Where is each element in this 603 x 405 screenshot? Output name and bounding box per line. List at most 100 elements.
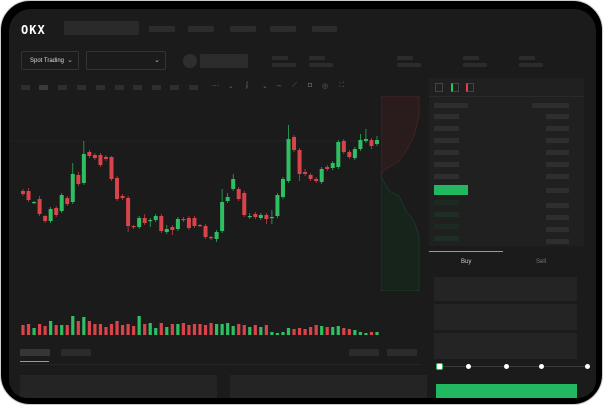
slider-stop-75[interactable] bbox=[539, 364, 544, 369]
active-tab-indicator bbox=[20, 361, 49, 362]
tab-order-history[interactable] bbox=[61, 349, 91, 356]
volume-bar bbox=[76, 321, 80, 335]
orders-panel-left bbox=[20, 375, 217, 398]
price-display bbox=[200, 54, 248, 68]
chevron-down-icon: ⌄ bbox=[67, 57, 73, 64]
volume-bar bbox=[137, 316, 141, 335]
slider-stop-25[interactable] bbox=[466, 364, 471, 369]
filter-button[interactable] bbox=[387, 349, 417, 356]
amount-input[interactable] bbox=[434, 304, 577, 330]
volume-bar bbox=[148, 323, 152, 335]
tab-buy[interactable]: Buy bbox=[461, 259, 472, 265]
candle-body bbox=[153, 216, 158, 220]
fullscreen-icon[interactable]: ⛶ bbox=[339, 82, 344, 89]
ruler-icon[interactable]: ⟋ bbox=[292, 82, 297, 89]
candle-body bbox=[92, 155, 97, 158]
volume-bar bbox=[314, 325, 318, 335]
candle-body bbox=[48, 209, 53, 221]
timeframe-button[interactable] bbox=[96, 85, 105, 90]
chevron-down-icon[interactable]: ⌄ bbox=[262, 83, 268, 90]
candlestick-chart[interactable] bbox=[9, 96, 381, 346]
chart-type-icon[interactable]: ⋯ bbox=[212, 83, 219, 90]
candle-body bbox=[54, 208, 59, 215]
chevron-down-icon[interactable]: ⌄ bbox=[228, 83, 234, 90]
volume-bar bbox=[242, 325, 246, 335]
indicator-icon[interactable]: ʄ bbox=[246, 82, 248, 89]
tab-open-orders[interactable] bbox=[20, 349, 50, 356]
amount-slider-track[interactable] bbox=[439, 366, 589, 367]
filter-button[interactable] bbox=[349, 349, 379, 356]
volume-bar bbox=[143, 324, 147, 335]
volume-bar bbox=[292, 329, 296, 335]
candle-body bbox=[170, 227, 175, 230]
buy-submit-button[interactable] bbox=[436, 384, 577, 398]
bid-depth-area bbox=[381, 175, 420, 291]
nav-item[interactable] bbox=[188, 26, 214, 32]
book-view-asks-icon[interactable] bbox=[466, 83, 474, 92]
ask-amount bbox=[546, 150, 569, 155]
candle-body bbox=[258, 215, 263, 218]
tab-sell[interactable]: Sell bbox=[536, 259, 547, 265]
volume-bar bbox=[154, 328, 158, 335]
price-input[interactable] bbox=[434, 277, 577, 301]
slider-thumb[interactable] bbox=[436, 363, 443, 370]
timeframe-button[interactable] bbox=[133, 85, 142, 90]
volume-bar bbox=[87, 321, 91, 335]
timeframe-button-active[interactable] bbox=[39, 85, 48, 90]
stat-label bbox=[272, 56, 288, 60]
volume-bar bbox=[126, 324, 130, 335]
timeframe-button[interactable] bbox=[189, 85, 198, 90]
app-screen: OKX Spot Trading ⌄ ⌄ ⋯ ⌄ ʄ ⌄ ∼ ⟋ ◘ ◎ ⛶ bbox=[9, 9, 596, 398]
candle-body bbox=[352, 149, 357, 158]
volume-bar bbox=[49, 321, 53, 335]
volume-bar bbox=[286, 328, 291, 335]
candle-body bbox=[32, 202, 37, 204]
volume-bar bbox=[98, 324, 103, 335]
timeframe-button[interactable] bbox=[170, 85, 179, 90]
volume-bar bbox=[120, 325, 125, 335]
slider-stop-50[interactable] bbox=[504, 364, 509, 369]
volume-bar bbox=[375, 332, 379, 335]
last-price-highlight[interactable] bbox=[434, 185, 468, 195]
stat-value bbox=[309, 63, 333, 67]
candle-body bbox=[363, 139, 368, 141]
camera-icon[interactable]: ◘ bbox=[308, 82, 313, 89]
nav-item[interactable] bbox=[270, 26, 296, 32]
timeframe-button[interactable] bbox=[58, 85, 67, 90]
bid-amount bbox=[546, 203, 569, 208]
pair-selector-dropdown[interactable]: ⌄ bbox=[86, 51, 166, 70]
total-input[interactable] bbox=[434, 333, 577, 359]
candle-body bbox=[137, 218, 142, 227]
candle-body bbox=[142, 218, 147, 223]
okx-logo[interactable]: OKX bbox=[21, 23, 46, 37]
candle-body bbox=[303, 172, 308, 174]
ask-price bbox=[434, 174, 459, 179]
candle-body bbox=[292, 137, 297, 150]
candle-body bbox=[236, 189, 241, 199]
candle-body bbox=[220, 202, 225, 231]
nav-item[interactable] bbox=[149, 26, 175, 32]
ask-price bbox=[434, 114, 459, 119]
book-view-both-icon[interactable] bbox=[435, 83, 443, 92]
volume-bar bbox=[264, 325, 268, 335]
candle-body bbox=[242, 193, 247, 215]
candle-body bbox=[203, 226, 208, 237]
timeframe-button[interactable] bbox=[115, 85, 124, 90]
book-view-bids-icon[interactable] bbox=[451, 83, 459, 92]
candle-body bbox=[308, 175, 313, 179]
slider-stop-100[interactable] bbox=[585, 364, 590, 369]
volume-bar bbox=[192, 324, 197, 335]
volume-bar bbox=[325, 327, 329, 335]
spot-trading-dropdown[interactable]: Spot Trading ⌄ bbox=[21, 51, 79, 70]
line-icon[interactable]: ∼ bbox=[276, 83, 282, 90]
timeframe-button[interactable] bbox=[152, 85, 161, 90]
volume-bar bbox=[71, 316, 75, 335]
nav-item[interactable] bbox=[230, 26, 256, 32]
stat-label bbox=[463, 56, 479, 60]
volume-bar bbox=[358, 332, 363, 335]
nav-item[interactable] bbox=[312, 26, 337, 32]
timeframe-button[interactable] bbox=[21, 85, 30, 90]
search-bar[interactable] bbox=[64, 21, 139, 35]
timeframe-button[interactable] bbox=[77, 85, 86, 90]
settings-icon[interactable]: ◎ bbox=[322, 83, 329, 90]
